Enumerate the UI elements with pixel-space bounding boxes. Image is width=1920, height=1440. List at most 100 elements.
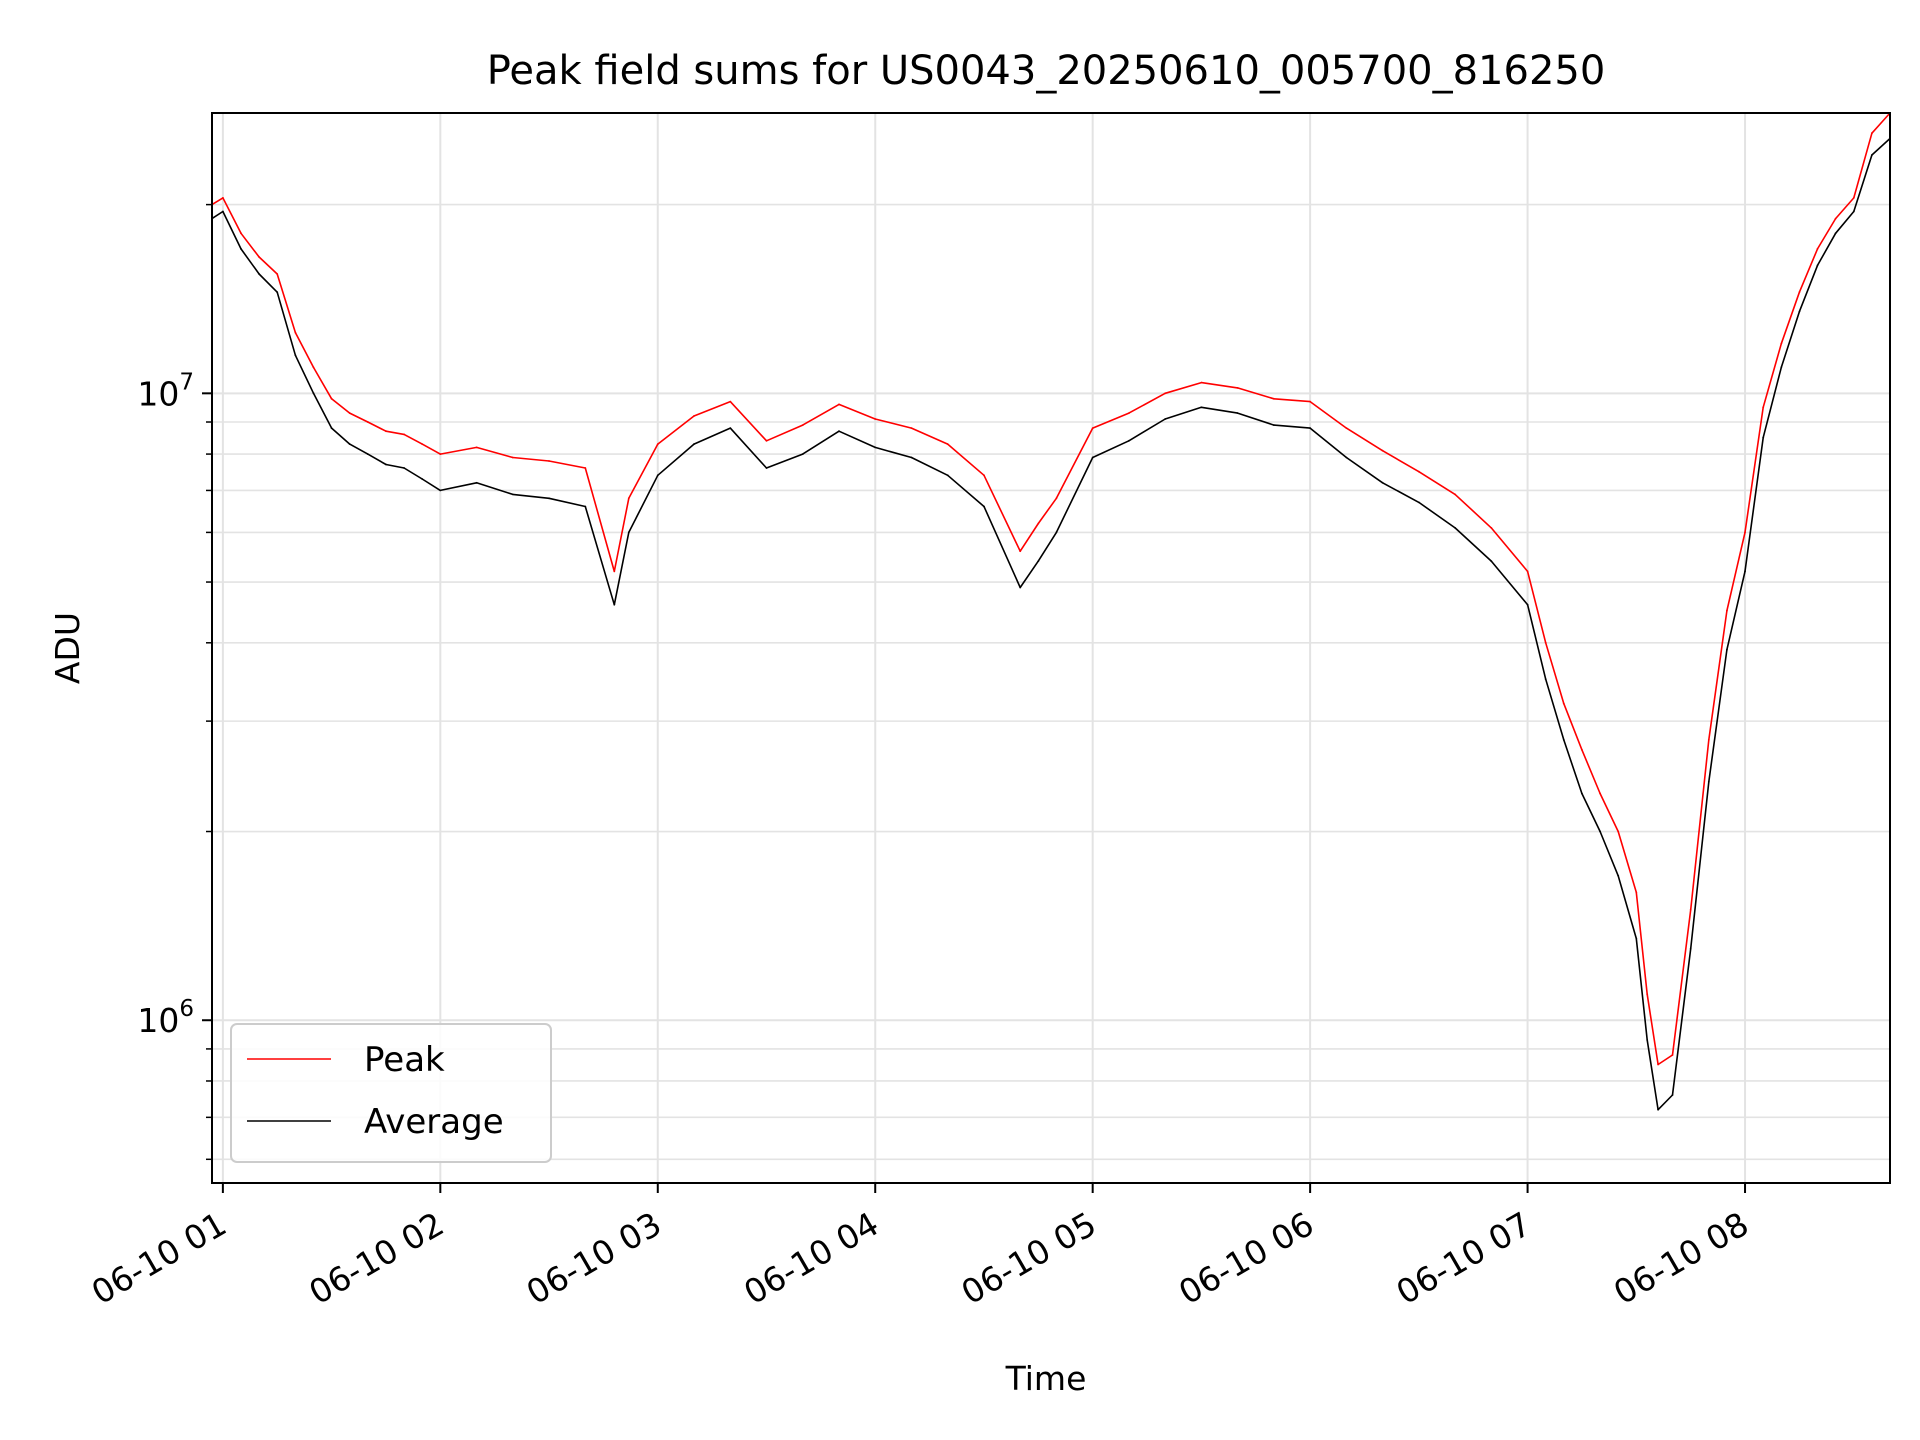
data-point-average — [366, 453, 369, 455]
data-point-peak — [1635, 891, 1638, 894]
data-point-average — [475, 481, 478, 484]
data-point-average — [511, 493, 514, 496]
data-point-average — [1707, 781, 1710, 783]
data-point-peak — [656, 443, 659, 445]
data-point-average — [1646, 1039, 1649, 1041]
data-point-average — [874, 446, 877, 449]
data-point-average — [1689, 947, 1692, 950]
data-point-average — [312, 392, 315, 395]
y-axis-label: ADU — [48, 612, 87, 684]
data-point-peak — [910, 427, 913, 429]
data-point-peak — [222, 197, 224, 199]
data-point-average — [439, 489, 442, 492]
data-point-average — [983, 505, 985, 508]
data-point-peak — [475, 446, 478, 449]
data-point-average — [1762, 436, 1765, 439]
data-point-peak — [1309, 400, 1311, 403]
legend: Peak Average — [230, 1023, 552, 1163]
grid — [212, 113, 1890, 1183]
data-point-peak — [1418, 470, 1420, 473]
data-point-average — [1418, 501, 1420, 504]
data-point-average — [838, 430, 840, 433]
data-point-peak — [1744, 531, 1746, 534]
data-point-peak — [1526, 570, 1529, 573]
data-point-average — [1562, 739, 1565, 741]
data-point-peak — [1689, 908, 1692, 911]
data-point-average — [385, 463, 387, 466]
data-point-peak — [946, 443, 949, 445]
data-point-peak — [1562, 702, 1565, 705]
data-point-peak — [1164, 392, 1167, 395]
data-point-average — [1544, 678, 1547, 681]
data-point-peak — [1762, 406, 1765, 409]
data-point-average — [1726, 648, 1728, 651]
data-point-average — [1200, 406, 1203, 409]
data-point-peak — [240, 232, 242, 235]
data-point-peak — [1599, 792, 1601, 795]
data-point-average — [421, 478, 424, 480]
data-point-peak — [366, 421, 369, 423]
data-point-peak — [1816, 248, 1819, 250]
data-point-average — [294, 354, 297, 357]
data-point-average — [1657, 1108, 1659, 1111]
y-tick-exponent: 6 — [179, 996, 194, 1022]
data-point-average — [1164, 418, 1167, 420]
data-point-average — [584, 505, 587, 508]
data-point-peak — [421, 443, 424, 445]
data-point-peak — [729, 400, 732, 403]
data-point-peak — [385, 430, 387, 433]
data-point-peak — [348, 412, 351, 414]
data-point-average — [1526, 603, 1529, 606]
data-point-average — [1744, 570, 1746, 573]
data-point-average — [693, 443, 695, 445]
data-point-peak — [627, 497, 630, 500]
x-axis-label: Time — [1005, 1359, 1087, 1398]
data-point-peak — [838, 403, 840, 406]
data-point-average — [403, 467, 405, 469]
data-point-peak — [1707, 739, 1710, 741]
data-point-peak — [765, 439, 768, 442]
data-point-average — [1019, 586, 1022, 589]
data-point-average — [656, 474, 659, 477]
data-point-average — [729, 427, 732, 429]
data-point-average — [1581, 792, 1583, 795]
data-point-average — [222, 210, 224, 213]
data-point-average — [348, 443, 351, 445]
data-point-average — [1490, 560, 1493, 562]
data-point-peak — [511, 456, 514, 459]
data-point-peak — [294, 331, 297, 334]
data-point-peak — [548, 460, 550, 462]
data-point-average — [1309, 427, 1311, 429]
data-point-peak — [1037, 522, 1040, 525]
data-point-peak — [1019, 550, 1022, 553]
y-tick-exponent: 7 — [179, 369, 194, 395]
data-point-average — [1617, 874, 1620, 877]
data-point-peak — [1780, 342, 1783, 345]
data-point-average — [1091, 456, 1094, 459]
chart-title: Peak field sums for US0043_20250610_0057… — [487, 48, 1606, 94]
data-point-average — [1798, 310, 1801, 313]
data-point-peak — [403, 433, 405, 436]
data-point-average — [1236, 412, 1239, 414]
data-point-average — [1345, 456, 1348, 459]
data-point-average — [946, 474, 949, 477]
data-point-peak — [801, 424, 804, 426]
data-point-average — [1055, 531, 1058, 534]
data-point-average — [276, 291, 279, 294]
data-point-average — [1599, 830, 1601, 833]
data-point-peak — [1617, 830, 1620, 833]
data-point-peak — [330, 397, 333, 400]
data-point-peak — [312, 366, 315, 369]
data-point-average — [1816, 264, 1819, 267]
data-point-average — [258, 273, 260, 275]
data-point-average — [1454, 527, 1456, 529]
data-point-average — [1128, 439, 1130, 442]
data-point-peak — [1871, 132, 1873, 135]
data-point-average — [1381, 481, 1384, 484]
data-point-average — [801, 453, 804, 455]
data-point-peak — [1834, 217, 1837, 220]
data-point-peak — [1798, 291, 1801, 294]
data-point-average — [627, 531, 630, 534]
data-point-peak — [1671, 1054, 1674, 1056]
data-point-peak — [439, 453, 442, 455]
